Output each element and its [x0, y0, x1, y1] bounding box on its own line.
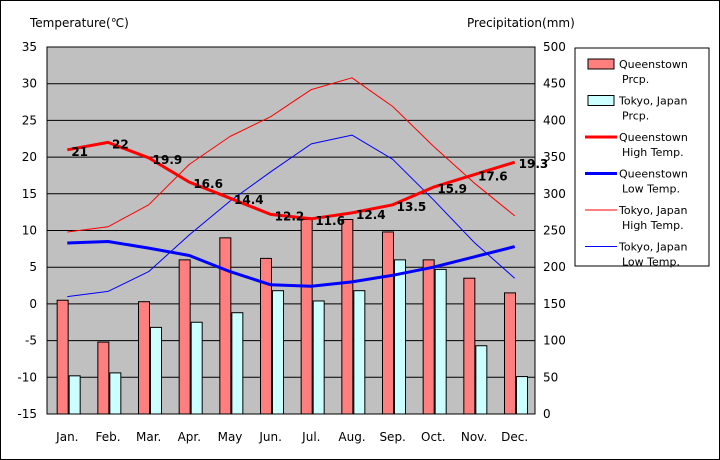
- tokyo-precip-bar: [434, 268, 447, 415]
- tokyo-low-line: [67, 134, 516, 298]
- right-tick-label: 450: [543, 77, 566, 91]
- queenstown-high-line: [67, 140, 516, 221]
- right-tick-label: 350: [543, 150, 566, 164]
- high-temp-data-label: 19.9: [153, 153, 183, 167]
- legend-label: Low Temp.: [622, 183, 680, 196]
- legend-label: Queenstown: [619, 168, 688, 181]
- tokyo-precip-bar: [516, 376, 528, 415]
- legend-label: Prcp.: [622, 110, 649, 123]
- legend-label: High Temp.: [622, 219, 684, 232]
- right-tick-label: 250: [543, 224, 566, 238]
- x-tick-label: Jan.: [55, 430, 78, 444]
- legend-label: Tokyo, Japan: [618, 241, 687, 254]
- high-temp-data-label: 19.3: [519, 157, 549, 171]
- tokyo-precip-bar: [475, 345, 488, 415]
- left-tick-label: -5: [25, 334, 37, 348]
- right-tick-label: 100: [543, 334, 566, 348]
- x-tick-label: May: [218, 430, 243, 444]
- tokyo-precip-swatch: [587, 95, 615, 106]
- high-temp-data-label: 12.4: [356, 208, 386, 222]
- queenstown-low-line: [67, 240, 516, 288]
- legend-label: Queenstown: [619, 58, 688, 71]
- x-tick-label: Mar.: [136, 430, 161, 444]
- left-tick-label: 0: [29, 297, 37, 311]
- tokyo-precip-bar: [394, 259, 406, 415]
- left-tick-label: 10: [22, 224, 37, 238]
- right-tick-label: 0: [543, 407, 551, 421]
- queenstown-precip-swatch: [587, 58, 615, 70]
- x-tick-label: Feb.: [95, 430, 120, 444]
- tokyo-precip-bar: [150, 326, 162, 415]
- queenstown-precip-bar: [138, 301, 150, 415]
- high-temp-data-label: 21: [71, 145, 88, 159]
- x-tick-label: Aug.: [338, 430, 365, 444]
- tokyo-precip-bar: [190, 321, 203, 415]
- queenstown-precip-bar: [260, 257, 272, 415]
- tokyo-precip-bar: [353, 290, 366, 415]
- x-tick-label: Oct.: [421, 430, 446, 444]
- x-tick-label: Jun.: [258, 430, 282, 444]
- right-tick-label: 200: [543, 260, 566, 274]
- high-temp-data-label: 12.2: [275, 209, 305, 223]
- legend-label: Prcp.: [622, 73, 649, 86]
- right-tick-label: 150: [543, 297, 566, 311]
- left-tick-label: 15: [22, 187, 37, 201]
- queenstown-precip-bar: [463, 277, 476, 415]
- left-tick-label: 20: [22, 150, 37, 164]
- queenstown-precip-bar: [178, 259, 191, 415]
- queenstown-precip-bar: [341, 218, 354, 415]
- legend-label: Low Temp.: [622, 256, 680, 269]
- queenstown-precip-bar: [219, 237, 232, 415]
- x-tick-label: Jul.: [301, 430, 320, 444]
- tokyo-precip-bar: [272, 290, 284, 415]
- high-temp-data-label: 14.4: [234, 193, 264, 207]
- tokyo-precip-bar: [312, 300, 325, 415]
- queenstown-precip-bar: [300, 218, 313, 415]
- right-axis-title: Precipitation(mm): [467, 16, 575, 30]
- queenstown-precip-bar: [504, 292, 516, 415]
- right-tick-label: 50: [543, 370, 558, 384]
- queenstown-precip-bar: [382, 231, 394, 415]
- legend-label: Tokyo, Japan: [618, 204, 687, 217]
- queenstown-precip-bar: [97, 341, 110, 415]
- left-tick-label: -10: [17, 370, 37, 384]
- left-axis-title: Temperature(℃): [29, 16, 129, 30]
- left-tick-label: 30: [22, 77, 37, 91]
- queenstown-precip-bar: [56, 299, 69, 415]
- x-tick-label: Dec.: [501, 430, 528, 444]
- x-tick-label: Apr.: [178, 430, 201, 444]
- high-temp-data-label: 13.5: [397, 200, 427, 214]
- legend-label: Queenstown: [619, 131, 688, 144]
- left-tick-label: 5: [29, 260, 37, 274]
- x-tick-label: Sep.: [379, 430, 405, 444]
- tokyo-precip-bar: [68, 375, 81, 415]
- right-tick-label: 500: [543, 40, 566, 54]
- left-tick-label: 25: [22, 113, 37, 127]
- legend-label: Tokyo, Japan: [618, 95, 687, 108]
- high-temp-data-label: 16.6: [193, 177, 223, 191]
- left-tick-label: -15: [17, 407, 37, 421]
- tokyo-high-line: [67, 77, 516, 233]
- queenstown-precip-bar: [422, 259, 435, 415]
- high-temp-data-label: 11.6: [315, 214, 345, 228]
- high-temp-data-label: 15.9: [437, 182, 467, 196]
- x-tick-label: Nov.: [461, 430, 487, 444]
- right-tick-label: 300: [543, 187, 566, 201]
- tokyo-precip-bar: [231, 312, 244, 415]
- tokyo-precip-bar: [109, 372, 122, 415]
- high-temp-data-label: 22: [112, 137, 129, 151]
- high-temp-data-label: 17.6: [478, 170, 508, 184]
- right-tick-label: 400: [543, 113, 566, 127]
- legend-label: High Temp.: [622, 146, 684, 159]
- left-tick-label: 35: [22, 40, 37, 54]
- legend-box: [574, 47, 710, 267]
